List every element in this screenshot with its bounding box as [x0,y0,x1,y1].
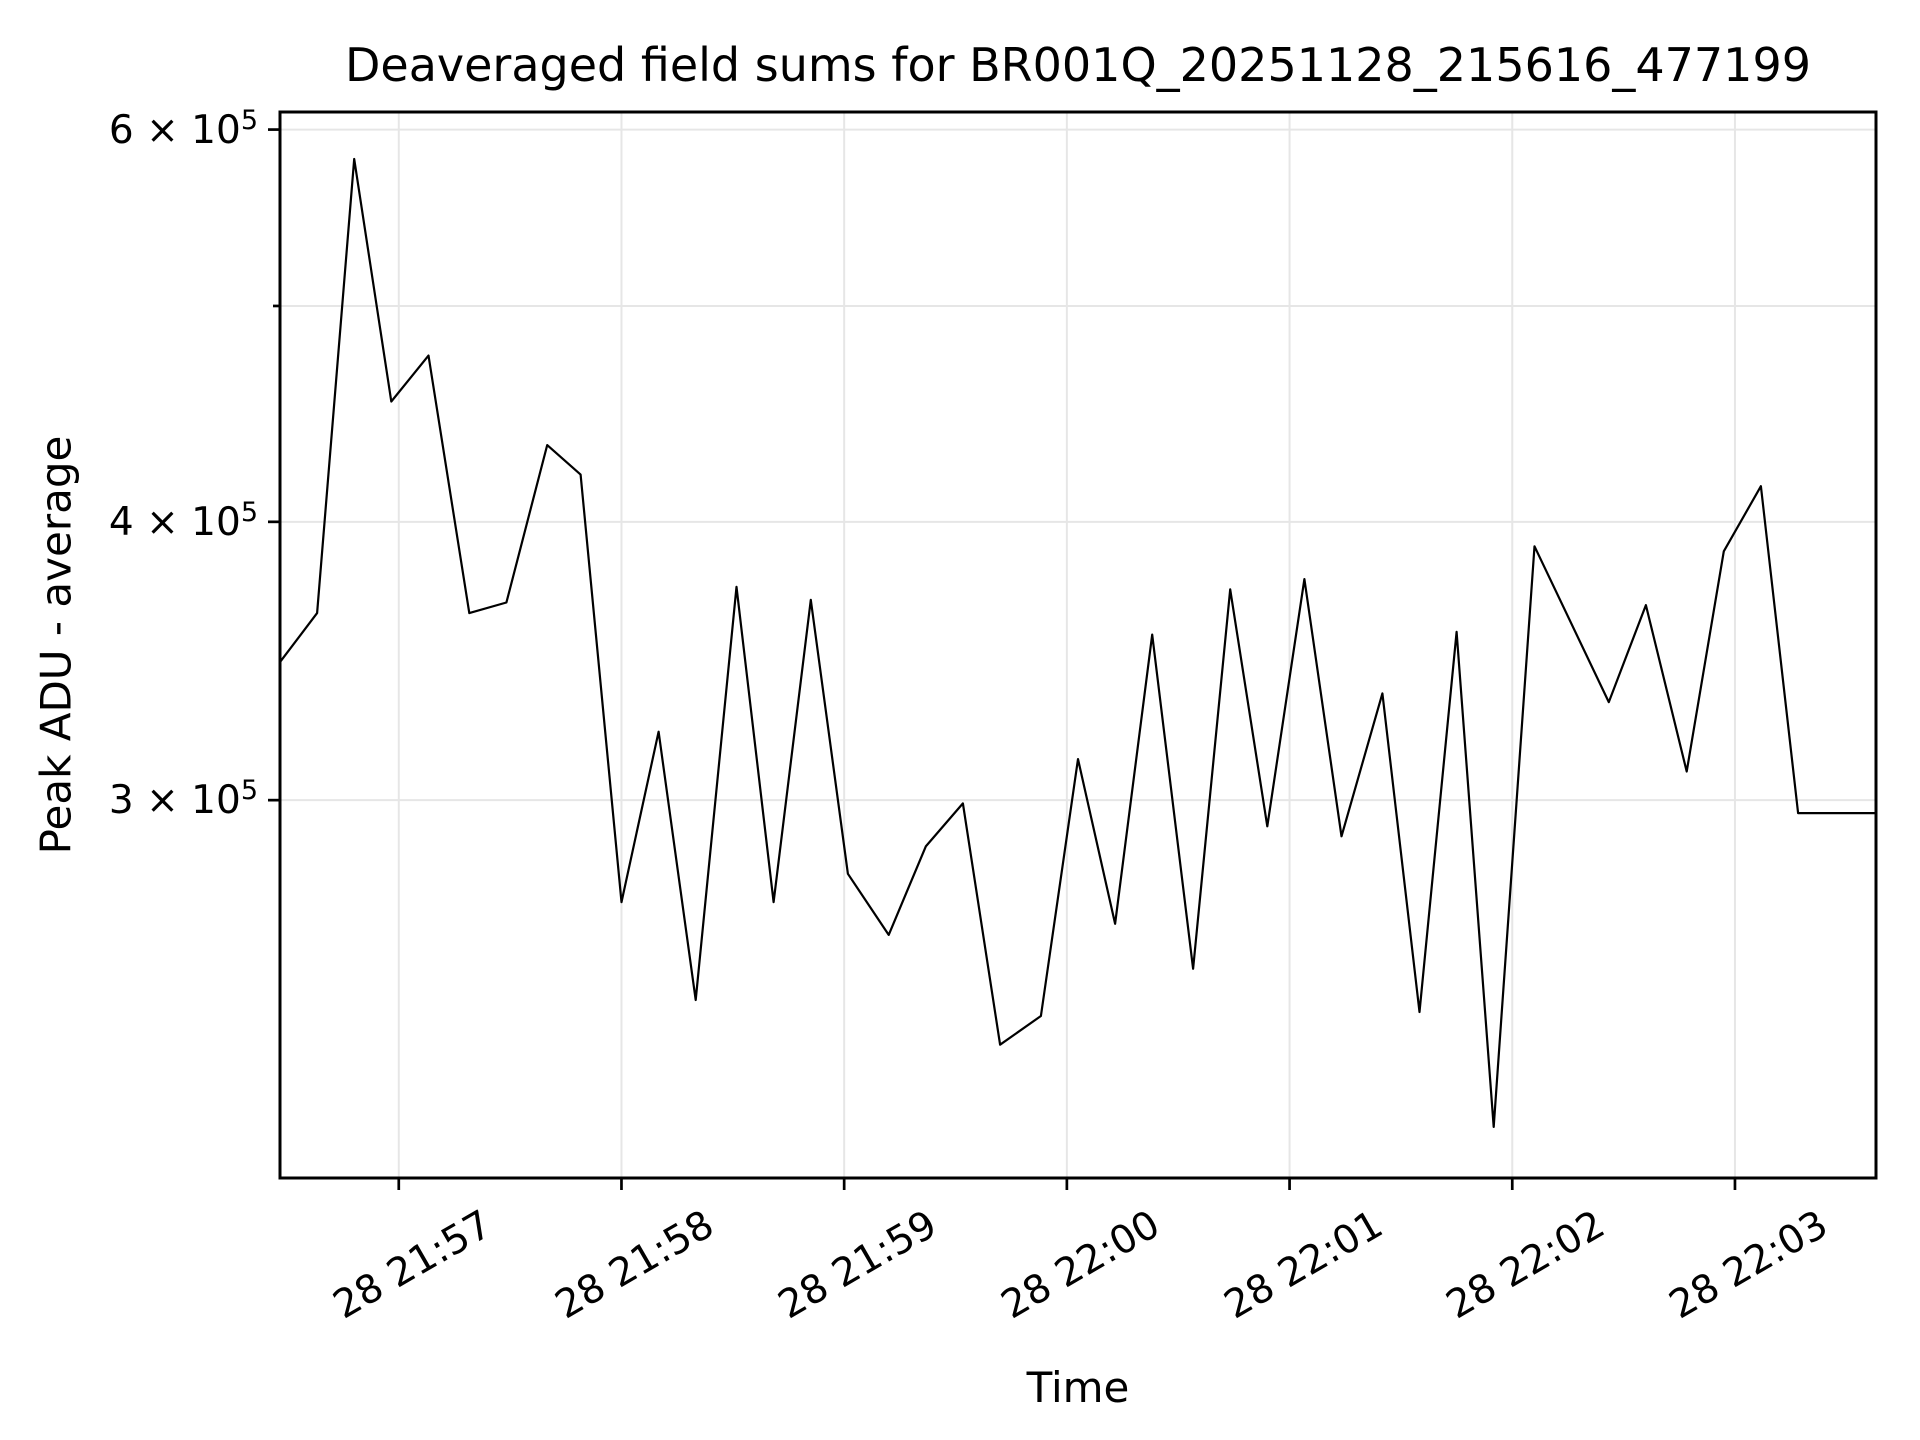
x-tick-label: 28 22:01 [1216,1202,1391,1329]
y-tick-label: 3 × 105 [108,775,258,824]
axes-spines [278,110,1878,1180]
x-tick-label: 28 22:00 [993,1202,1168,1329]
gridlines [280,112,1876,1178]
y-axis-label: Peak ADU - average [31,435,81,855]
x-axis-label: Time [1026,1363,1130,1412]
y-tick-label: 4 × 105 [108,496,258,545]
x-tick-label: 28 22:02 [1439,1202,1613,1329]
axis-tick-marks [268,128,1737,1190]
chart-title: Deaveraged field sums for BR001Q_2025112… [345,38,1811,92]
data-line [278,157,1878,1129]
plot-area [268,110,1878,1190]
x-tick-label: 28 21:58 [548,1202,722,1329]
x-tick-label: 28 21:57 [325,1202,500,1329]
y-tick-label: 6 × 105 [108,104,258,153]
x-tick-label: 28 22:03 [1661,1202,1836,1329]
x-tick-label: 28 21:59 [771,1202,945,1329]
